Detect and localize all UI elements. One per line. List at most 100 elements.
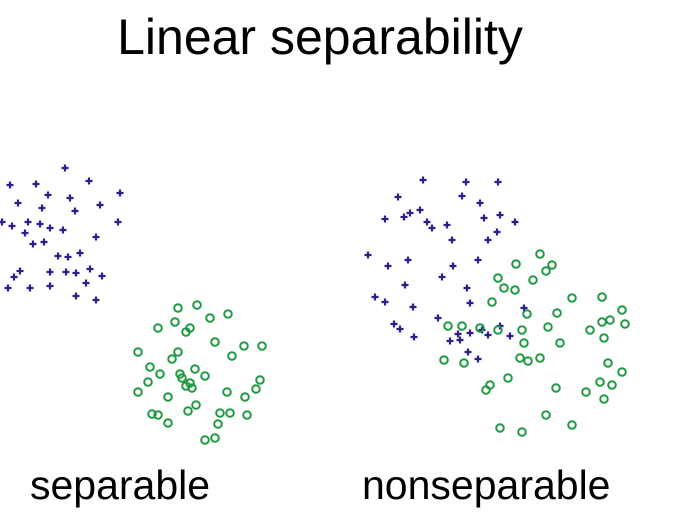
circle-point [603, 358, 613, 368]
circle-point [163, 392, 173, 402]
circle-point [239, 341, 249, 351]
plus-point [6, 181, 14, 189]
circle-point [223, 309, 233, 319]
plus-point [456, 336, 464, 344]
circle-point [181, 327, 191, 337]
circle-point [163, 418, 173, 428]
circle-point [192, 300, 202, 310]
plus-point [364, 251, 372, 259]
plus-point [394, 193, 402, 201]
circle-point [511, 259, 521, 269]
plus-point [404, 256, 412, 264]
circle-point [257, 341, 267, 351]
circle-point [517, 325, 527, 335]
plus-point [396, 325, 404, 333]
nonseparable-caption: nonseparable [362, 462, 611, 508]
plus-point [401, 281, 409, 289]
plus-point [85, 177, 93, 185]
circle-point [620, 319, 630, 329]
circle-point [515, 353, 525, 363]
plus-point [476, 199, 484, 207]
plus-point [72, 292, 80, 300]
circle-point [475, 323, 485, 333]
plus-point [484, 331, 492, 339]
circle-point [147, 409, 157, 419]
circle-point [213, 419, 223, 429]
plus-point [464, 348, 472, 356]
circle-point [597, 292, 607, 302]
plus-point [454, 330, 462, 338]
plus-point [463, 284, 471, 292]
circle-point [200, 435, 210, 445]
circle-point [170, 317, 180, 327]
circle-point [173, 347, 183, 357]
circle-point [215, 408, 225, 418]
plus-point [381, 298, 389, 306]
circle-point [487, 297, 497, 307]
circle-point [200, 371, 210, 381]
circle-point [535, 353, 545, 363]
circle-point [205, 313, 215, 323]
circle-point [133, 347, 143, 357]
plus-point [86, 265, 94, 273]
plus-point [4, 284, 12, 292]
nonseparable-panel [364, 176, 630, 437]
circle-point [543, 322, 553, 332]
plus-point [400, 213, 408, 221]
circle-point [155, 369, 165, 379]
plus-point [390, 320, 398, 328]
separable-panel [0, 164, 267, 445]
plus-point [54, 252, 62, 260]
plus-point [38, 204, 46, 212]
circle-point [617, 367, 627, 377]
circle-point [255, 375, 265, 385]
plus-point [26, 284, 34, 292]
plus-point [24, 218, 32, 226]
circle-point [242, 410, 252, 420]
circle-point [153, 323, 163, 333]
plus-point [419, 176, 427, 184]
plus-point [96, 201, 104, 209]
circle-point [485, 380, 495, 390]
plus-point [46, 282, 54, 290]
circle-point [222, 387, 232, 397]
circle-point [555, 338, 565, 348]
plus-point [381, 215, 389, 223]
plus-point [423, 218, 431, 226]
plus-point [446, 337, 454, 345]
plus-point [46, 268, 54, 276]
plus-point [496, 211, 504, 219]
plus-point [494, 178, 502, 186]
plus-point [29, 240, 37, 248]
circle-point [567, 420, 577, 430]
plus-point [82, 279, 90, 287]
circle-point [595, 377, 605, 387]
circle-point [517, 427, 527, 437]
circle-point [523, 356, 533, 366]
plus-point [10, 273, 18, 281]
circle-point [167, 354, 177, 364]
plus-point [484, 236, 492, 244]
plus-point [116, 189, 124, 197]
circle-point [605, 315, 615, 325]
plus-point [474, 355, 482, 363]
circle-point [225, 408, 235, 418]
plus-point [428, 224, 436, 232]
plus-point [384, 262, 392, 270]
circle-point [210, 337, 220, 347]
plus-point [59, 226, 67, 234]
circle-point [153, 410, 163, 420]
plus-point [66, 194, 74, 202]
plus-point [98, 272, 106, 280]
plus-point [480, 214, 488, 222]
circle-point [190, 364, 200, 374]
circle-point [499, 283, 509, 293]
plus-point [466, 329, 474, 337]
plus-point [506, 332, 514, 340]
circle-point [210, 433, 220, 443]
plus-point [36, 220, 44, 228]
circle-point [597, 317, 607, 327]
plus-point [434, 314, 442, 322]
plus-point [61, 164, 69, 172]
